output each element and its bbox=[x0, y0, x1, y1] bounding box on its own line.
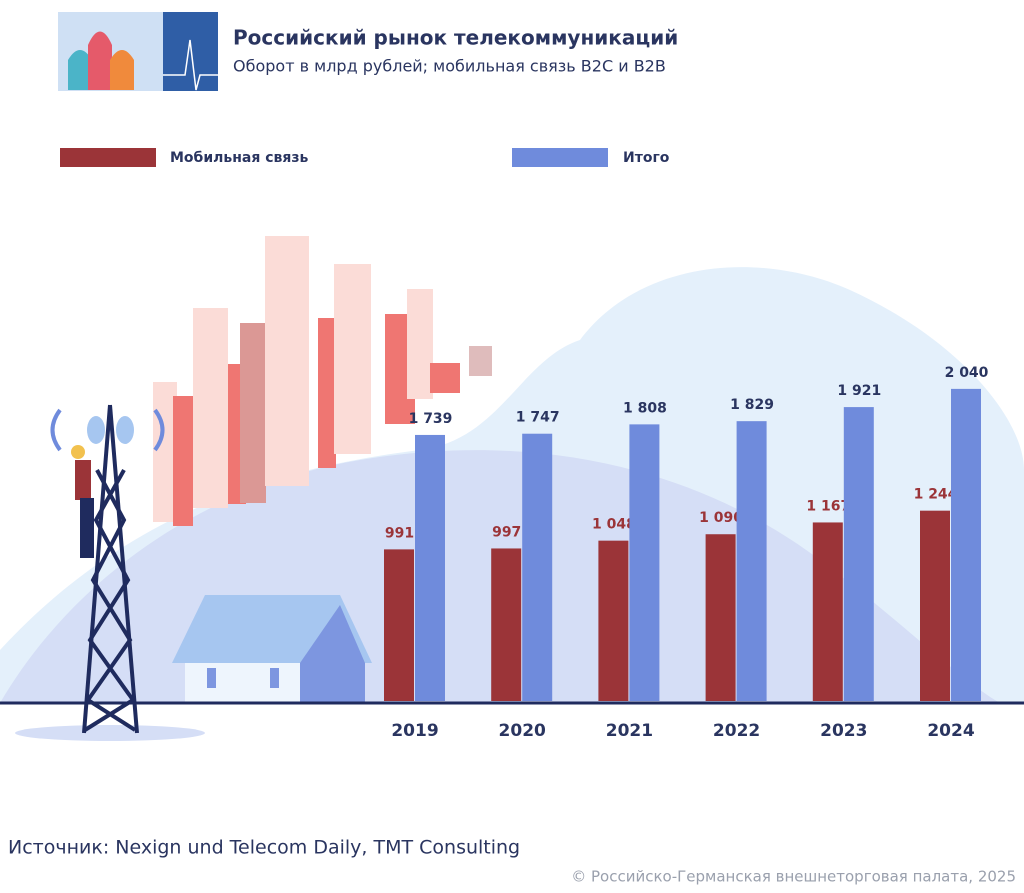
value-label: 1 829 bbox=[730, 397, 774, 413]
value-label: 1 048 bbox=[592, 517, 636, 533]
bar bbox=[812, 522, 843, 701]
bar bbox=[415, 434, 445, 701]
value-label: 997 bbox=[492, 524, 521, 540]
legend-label: Итого bbox=[623, 150, 670, 166]
value-label: 1 921 bbox=[837, 383, 881, 399]
bar bbox=[491, 548, 522, 701]
bar bbox=[843, 407, 874, 701]
copyright: © Российско-Германская внешнеторговая па… bbox=[571, 868, 1016, 886]
legend-swatch bbox=[60, 148, 156, 167]
value-label: 1 090 bbox=[699, 510, 743, 526]
chart-subtitle: Оборот в млрд рублей; мобильная связь B2… bbox=[233, 57, 666, 76]
value-label: 1 808 bbox=[623, 400, 667, 416]
chart-title: Российский рынок телекоммуникаций bbox=[233, 26, 678, 50]
legend-label: Мобильная связь bbox=[170, 150, 309, 166]
bar bbox=[522, 433, 553, 701]
x-tick-label: 2023 bbox=[820, 721, 867, 741]
bar bbox=[705, 534, 736, 701]
bar bbox=[920, 510, 950, 701]
bar bbox=[736, 421, 767, 701]
value-label: 1 244 bbox=[914, 487, 958, 503]
bar bbox=[598, 540, 629, 701]
x-tick-label: 2024 bbox=[927, 721, 974, 741]
source: Источник: Nexign und Telecom Daily, TMT … bbox=[8, 837, 520, 859]
bar bbox=[384, 549, 414, 701]
value-label: 1 747 bbox=[516, 410, 560, 426]
bar bbox=[629, 424, 660, 701]
x-tick-label: 2021 bbox=[606, 721, 653, 741]
x-tick-label: 2022 bbox=[713, 721, 760, 741]
legend-swatch bbox=[512, 148, 608, 167]
value-label: 1 167 bbox=[806, 498, 850, 514]
bar bbox=[951, 388, 981, 701]
value-label: 991 bbox=[385, 525, 414, 541]
x-tick-label: 2020 bbox=[499, 721, 546, 741]
value-label: 2 040 bbox=[945, 365, 989, 381]
x-tick-label: 2019 bbox=[391, 721, 438, 741]
value-label: 1 739 bbox=[409, 411, 453, 427]
